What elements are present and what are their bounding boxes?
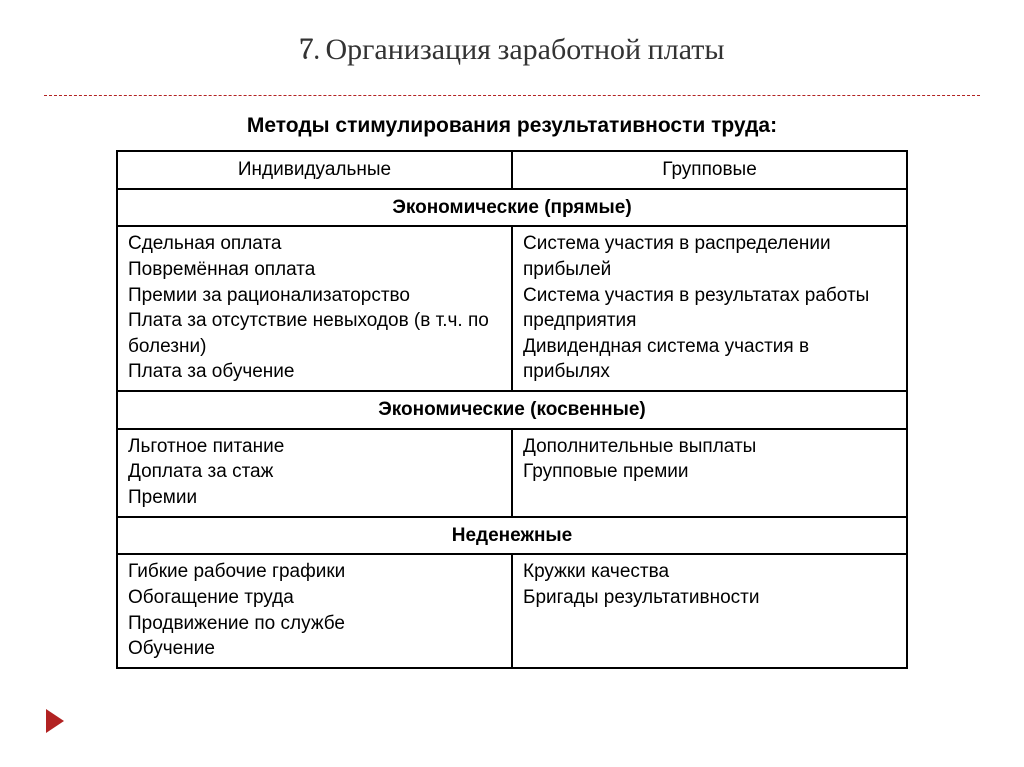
section-header: Неденежные xyxy=(117,517,907,555)
table-cell: Система участия в распределении прибылей… xyxy=(512,226,907,391)
methods-table: Индивидуальные Групповые Экономические (… xyxy=(116,150,908,669)
table-cell: Льготное питаниеДоплата за стажПремии xyxy=(117,429,512,517)
column-header-left: Индивидуальные xyxy=(117,151,512,189)
table-cell: Гибкие рабочие графикиОбогащение трудаПр… xyxy=(117,554,512,668)
section-header: Экономические (прямые) xyxy=(117,189,907,227)
column-header-right: Групповые xyxy=(512,151,907,189)
divider-line xyxy=(44,95,980,96)
section-header: Экономические (косвенные) xyxy=(117,391,907,429)
next-arrow-icon[interactable] xyxy=(46,709,64,733)
page-title: 7. Организация заработной платы xyxy=(0,0,1024,95)
table-caption: Методы стимулирования результативности т… xyxy=(0,114,1024,138)
table-cell: Сдельная оплатаПовремённая оплатаПремии … xyxy=(117,226,512,391)
table-cell: Дополнительные выплатыГрупповые премии xyxy=(512,429,907,517)
table-cell: Кружки качестваБригады результативности xyxy=(512,554,907,668)
